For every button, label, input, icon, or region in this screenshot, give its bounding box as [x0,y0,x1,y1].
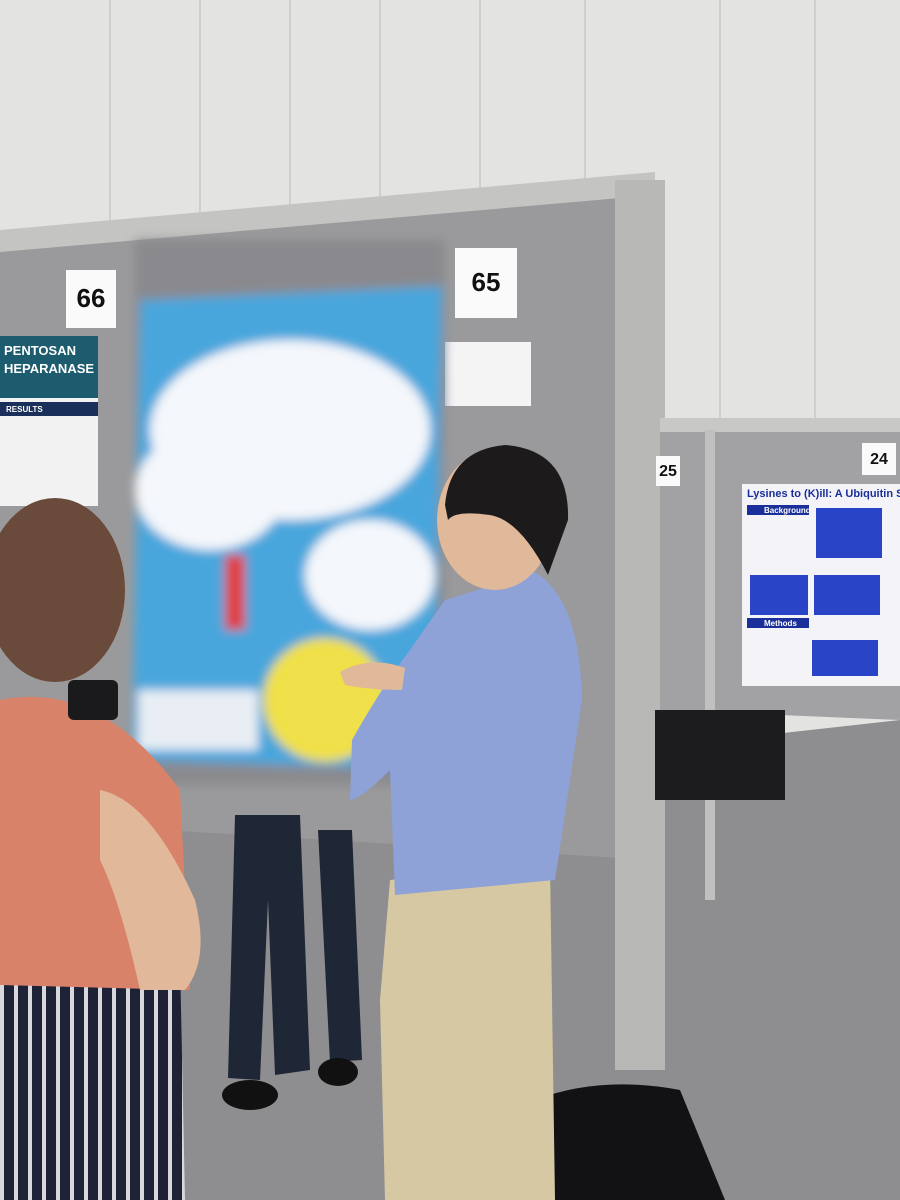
poster-figure [812,640,878,676]
number-card [656,456,680,486]
number-card [862,443,896,475]
poster-section: Background [764,506,811,515]
poster-section-bar [747,618,809,628]
poster-title: Lysines to (K)ill: A Ubiquitin Sto [747,488,900,500]
khaki-trousers [380,865,555,1200]
arm [100,790,201,990]
hair [445,445,569,575]
hand [340,662,405,690]
poster-section-bar [747,505,809,515]
poster-title: HEPARANASE [4,361,94,376]
wall-panels [109,0,816,430]
poster-figure [750,575,808,615]
phone [68,680,118,720]
number-card [66,270,116,328]
shoe [318,1058,358,1086]
striped-skirt [0,960,185,1200]
poster-section: Methods [764,619,797,628]
poster-figure [816,508,882,558]
board-number: 66 [77,283,106,313]
board-number: 65 [472,267,501,297]
board-frame [660,418,900,432]
board-number: 25 [659,463,677,480]
shoe [222,1080,278,1110]
bag [530,1084,725,1200]
poster-title: PENTOSAN [4,343,76,358]
person-background [318,830,362,1062]
poster-figure [814,575,880,615]
blue-shirt [350,572,582,895]
number-card [455,248,517,318]
board-frame [0,172,655,252]
equipment-case [655,710,785,800]
poster-section: RESULTS [6,405,43,414]
board-number: 24 [870,451,888,468]
hair [0,498,125,682]
note-paper [445,342,531,406]
poster-section-bar [0,402,98,416]
person-background [228,815,310,1080]
board-post [705,430,715,900]
poster-header [0,336,98,398]
board-post [615,180,665,1070]
